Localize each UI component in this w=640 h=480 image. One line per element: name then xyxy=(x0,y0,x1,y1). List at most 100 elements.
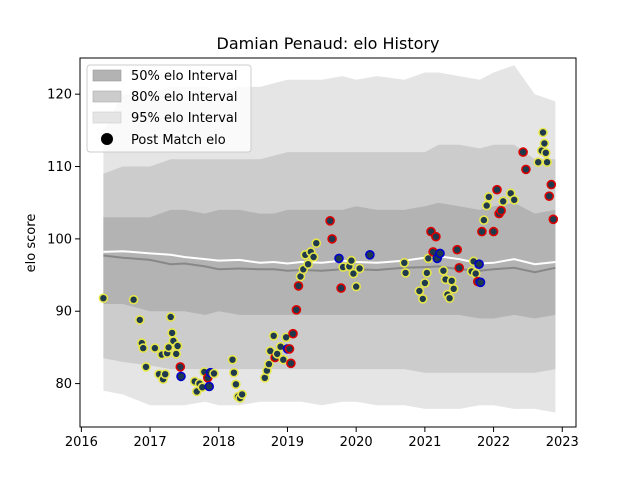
data-point-86 xyxy=(448,283,459,294)
data-point-29 xyxy=(227,354,238,365)
y-axis-label: elo score xyxy=(24,214,39,273)
data-point-10 xyxy=(160,369,170,380)
data-point-39 xyxy=(268,330,279,341)
data-point-66 xyxy=(351,281,362,292)
data-point-105 xyxy=(509,195,520,205)
data-point-59 xyxy=(327,234,337,244)
x-tick-label-4: 2020 xyxy=(340,435,373,450)
legend-frame xyxy=(86,64,252,153)
data-point-80 xyxy=(435,248,445,259)
data-point-65 xyxy=(348,268,359,279)
data-point-94 xyxy=(475,277,486,288)
post-match-points xyxy=(98,127,559,403)
data-point-102 xyxy=(496,205,506,216)
y-tick-label-1: 90 xyxy=(55,305,72,320)
data-point-69 xyxy=(399,257,410,268)
data-point-48 xyxy=(288,328,298,339)
data-point-111 xyxy=(539,138,550,149)
data-point-58 xyxy=(325,216,335,226)
x-tick-label-2: 2018 xyxy=(202,435,235,450)
data-point-68 xyxy=(365,250,375,260)
x-tick-label-1: 2017 xyxy=(134,435,167,450)
data-point-84 xyxy=(444,293,455,304)
data-point-71 xyxy=(414,286,425,296)
data-point-81 xyxy=(438,265,449,276)
legend-swatch-50 xyxy=(92,69,122,82)
data-point-16 xyxy=(171,349,181,359)
data-point-2 xyxy=(135,315,145,325)
data-point-91 xyxy=(470,268,481,279)
x-tick-label-3: 2019 xyxy=(271,435,304,450)
legend-label-80: 80% elo Interval xyxy=(131,90,238,105)
data-point-5 xyxy=(141,362,151,372)
data-point-78 xyxy=(431,231,441,242)
data-point-61 xyxy=(336,283,346,293)
y-tick-label-0: 80 xyxy=(55,377,72,392)
data-point-34 xyxy=(237,389,247,400)
data-point-46 xyxy=(284,344,295,354)
data-point-13 xyxy=(165,312,176,322)
data-point-50 xyxy=(293,281,304,291)
data-point-75 xyxy=(423,253,434,264)
data-point-99 xyxy=(488,226,499,237)
data-point-30 xyxy=(229,367,239,378)
legend: 50% elo Interval 80% elo Interval 95% el… xyxy=(86,64,252,153)
y-axis: 80 90 100 110 120 xyxy=(47,88,80,392)
x-tick-label-7: 2023 xyxy=(546,435,579,450)
legend-label-post-match: Post Match elo xyxy=(131,133,226,148)
data-point-100 xyxy=(492,184,502,195)
data-point-67 xyxy=(354,263,365,274)
data-point-74 xyxy=(422,268,432,278)
data-point-49 xyxy=(291,304,302,315)
data-point-57 xyxy=(311,238,322,248)
data-point-1 xyxy=(128,294,139,305)
y-tick-label-3: 110 xyxy=(47,160,72,175)
data-point-6 xyxy=(150,343,160,353)
data-point-88 xyxy=(454,262,465,273)
data-point-18 xyxy=(175,362,186,372)
data-point-37 xyxy=(264,359,274,369)
data-point-12 xyxy=(163,342,174,353)
data-point-103 xyxy=(498,196,509,207)
data-point-64 xyxy=(346,255,357,266)
data-point-0 xyxy=(98,293,109,304)
data-point-26 xyxy=(204,381,214,392)
data-point-87 xyxy=(452,244,463,255)
data-point-95 xyxy=(477,226,487,237)
data-point-113 xyxy=(542,157,552,167)
data-point-73 xyxy=(420,278,430,288)
data-point-98 xyxy=(483,192,494,202)
median-elo-line xyxy=(103,254,556,274)
legend-label-50: 50% elo Interval xyxy=(131,69,238,84)
data-point-4 xyxy=(138,343,148,353)
data-point-97 xyxy=(481,200,492,211)
band-50-interval xyxy=(103,202,556,319)
data-point-110 xyxy=(538,127,548,138)
data-point-70 xyxy=(400,268,411,278)
data-point-93 xyxy=(474,259,484,270)
data-point-112 xyxy=(540,148,551,158)
x-axis: 2016 2017 2018 2019 2020 2021 2022 2023 xyxy=(65,427,579,450)
y-tick-label-4: 120 xyxy=(47,88,72,103)
data-point-107 xyxy=(521,164,531,175)
data-point-56 xyxy=(308,252,319,262)
data-point-28 xyxy=(209,368,219,379)
x-tick-label-5: 2021 xyxy=(408,435,441,450)
axes-frame xyxy=(79,57,577,428)
data-point-60 xyxy=(334,253,344,264)
data-point-116 xyxy=(548,214,559,225)
legend-swatch-95 xyxy=(92,111,122,124)
data-point-43 xyxy=(278,354,289,365)
data-point-47 xyxy=(286,358,296,369)
x-tick-label-6: 2022 xyxy=(477,435,510,450)
x-tick-label-0: 2016 xyxy=(65,435,98,450)
legend-label-95: 95% elo Interval xyxy=(131,111,238,126)
data-point-108 xyxy=(533,157,544,167)
data-point-72 xyxy=(417,294,428,304)
data-point-17 xyxy=(172,341,183,351)
legend-swatch-80 xyxy=(92,90,122,103)
data-point-19 xyxy=(176,371,186,382)
data-point-31 xyxy=(231,379,241,390)
data-point-54 xyxy=(303,259,313,270)
